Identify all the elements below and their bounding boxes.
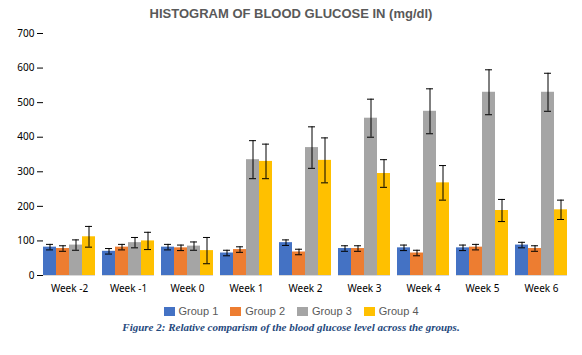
html-text:Figure 2: Relative comparism o: Figure 2: Relative comparism of the bloo…: [122, 321, 460, 333]
svg-text:Week -1: Week -1: [110, 281, 147, 295]
svg-text:Week 3: Week 3: [347, 281, 381, 295]
svg-text:600: 600: [17, 60, 34, 74]
svg-text:100: 100: [17, 233, 34, 247]
svg-text:Week -2: Week -2: [51, 281, 89, 295]
svg-text:400: 400: [17, 129, 34, 143]
svg-text:0: 0: [29, 268, 35, 282]
svg-text:Week 6: Week 6: [524, 281, 558, 295]
svg-text:Week 0: Week 0: [170, 281, 204, 295]
svg-text:Week 5: Week 5: [465, 281, 499, 295]
html-text:Group 4: Group 4: [378, 305, 419, 317]
html-text:HISTOGRAM OF BLOOD GLUCOSE IN: HISTOGRAM OF BLOOD GLUCOSE IN (mg/dl): [149, 6, 433, 21]
svg-text:500: 500: [17, 95, 34, 109]
html-text:Group 1: Group 1: [178, 305, 219, 317]
svg-text:Week 2: Week 2: [288, 281, 322, 295]
html-text:Group 2: Group 2: [245, 305, 285, 317]
svg-text:300: 300: [17, 164, 34, 178]
svg-text:200: 200: [17, 199, 34, 213]
svg-text:Week 4: Week 4: [406, 281, 440, 295]
svg-text:Week 1: Week 1: [229, 281, 263, 295]
html-text:Group 3: Group 3: [312, 305, 352, 317]
svg-text:700: 700: [17, 26, 34, 40]
